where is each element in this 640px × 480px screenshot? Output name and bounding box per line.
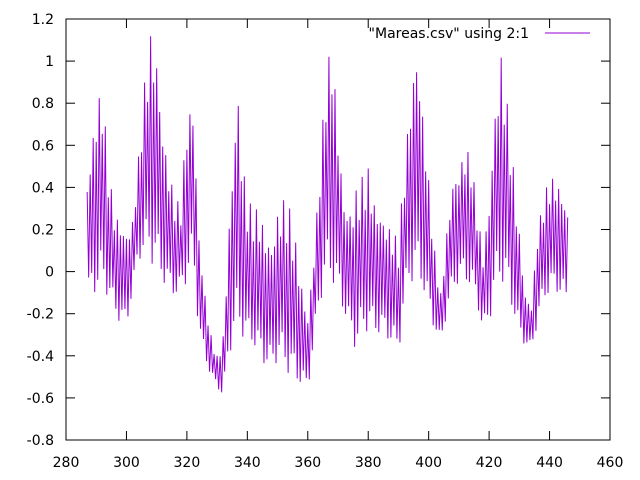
y-tick-label: 1.2 (32, 12, 54, 28)
x-tick-label: 440 (536, 455, 563, 471)
y-tick-label: 0.6 (32, 138, 54, 154)
x-tick-label: 360 (294, 455, 321, 471)
x-tick-label: 380 (355, 455, 382, 471)
x-tick-label: 280 (53, 455, 80, 471)
y-tick-label: -0.6 (27, 391, 54, 407)
legend: "Mareas.csv" using 2:1 (369, 26, 590, 42)
y-tick-label: 0 (45, 265, 54, 281)
x-tick-label: 420 (476, 455, 503, 471)
x-axis: 280 300 320 340 360 380 400 420 440 460 (53, 19, 624, 471)
y-tick-label: -0.2 (27, 307, 54, 323)
x-tick-label: 320 (174, 455, 201, 471)
y-axis: -0.8 -0.6 -0.4 -0.2 0 0.2 0.4 0.6 0.8 1 1.2 (27, 12, 610, 449)
x-tick-label: 340 (234, 455, 261, 471)
y-tick-label: 0.4 (32, 180, 54, 196)
legend-label: "Mareas.csv" using 2:1 (369, 26, 529, 42)
series-layer (86, 36, 569, 393)
series-line-0 (86, 36, 569, 393)
y-tick-label: 0.2 (32, 223, 54, 239)
x-tick-label: 400 (415, 455, 442, 471)
y-tick-label: -0.8 (27, 433, 54, 449)
y-tick-label: 0.8 (32, 96, 54, 112)
y-tick-label: 1 (45, 54, 54, 70)
x-tick-label: 460 (597, 455, 624, 471)
y-tick-label: -0.4 (27, 349, 54, 365)
x-tick-label: 300 (113, 455, 140, 471)
